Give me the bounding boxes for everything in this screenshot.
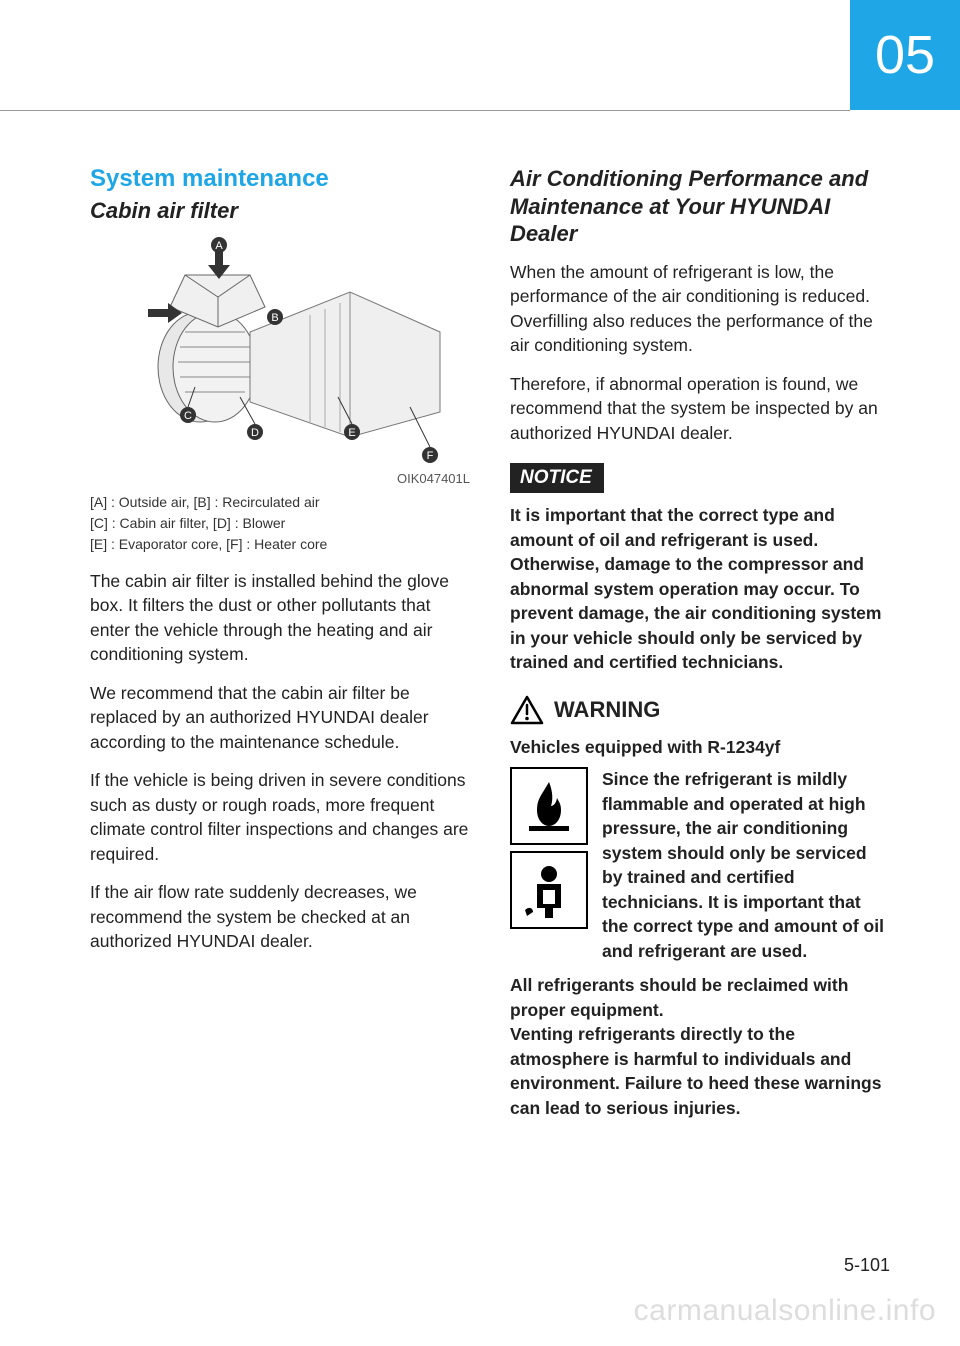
fig-label-a: A <box>215 240 223 252</box>
body-paragraph: The cabin air filter is installed behind… <box>90 569 470 667</box>
warning-triangle-icon <box>510 695 544 725</box>
notice-body: It is important that the correct type an… <box>510 503 890 675</box>
read-manual-icon <box>510 851 588 929</box>
hazard-icons <box>510 767 588 963</box>
body-paragraph: If the air flow rate suddenly decreases,… <box>90 880 470 954</box>
page-number: 5-101 <box>844 1255 890 1276</box>
figure-code: OIK047401L <box>90 471 470 486</box>
fig-label-f: F <box>427 450 434 462</box>
warning-icon-text: Since the refrigerant is mildly flammabl… <box>602 767 890 963</box>
left-column: System maintenance Cabin air filter <box>90 165 470 1120</box>
body-paragraph: If the vehicle is being driven in severe… <box>90 768 470 866</box>
fig-label-b: B <box>271 312 278 324</box>
section-heading: System maintenance <box>90 165 470 193</box>
notice-label: NOTICE <box>510 463 604 493</box>
warning-label: WARNING <box>554 697 660 723</box>
body-paragraph: When the amount of refrigerant is low, t… <box>510 260 890 358</box>
figure-legend-line: [E] : Evaporator core, [F] : Heater core <box>90 534 470 555</box>
chapter-tab: 05 <box>850 0 960 110</box>
fig-label-d: D <box>251 427 259 439</box>
header-rule <box>0 110 850 111</box>
fig-label-c: C <box>184 410 192 422</box>
warning-with-icons: Since the refrigerant is mildly flammabl… <box>510 767 890 963</box>
cabin-filter-diagram: A B C D E F <box>90 237 470 467</box>
fig-label-e: E <box>348 427 355 439</box>
right-column: Air Conditioning Performance and Mainten… <box>510 165 890 1120</box>
body-paragraph: Therefore, if abnormal operation is foun… <box>510 372 890 446</box>
subsection-heading: Cabin air filter <box>90 197 470 225</box>
figure-legend-line: [C] : Cabin air filter, [D] : Blower <box>90 513 470 534</box>
body-paragraph: We recommend that the cabin air filter b… <box>90 681 470 755</box>
warning-tail: All refrigerants should be reclaimed wit… <box>510 973 890 1120</box>
subsection-heading: Air Conditioning Performance and Mainten… <box>510 165 890 248</box>
watermark: carmanualsonline.info <box>634 1294 936 1328</box>
warning-title: Vehicles equipped with R-1234yf <box>510 735 890 760</box>
cabin-filter-figure: A B C D E F <box>90 237 470 467</box>
figure-legend-line: [A] : Outside air, [B] : Recirculated ai… <box>90 492 470 513</box>
warning-header: WARNING <box>510 695 890 725</box>
flammable-icon <box>510 767 588 845</box>
page-content: System maintenance Cabin air filter <box>90 165 890 1120</box>
